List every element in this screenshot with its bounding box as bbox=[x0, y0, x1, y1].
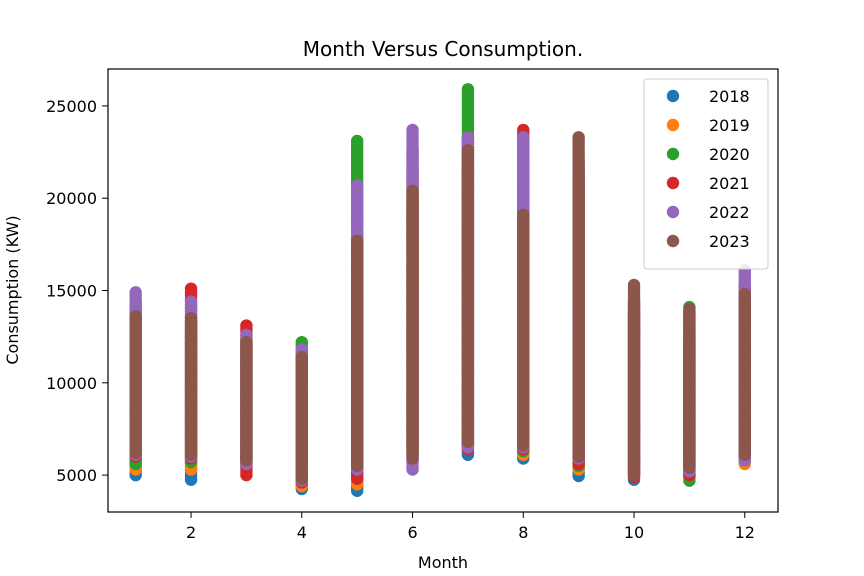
legend-label-2020: 2020 bbox=[709, 145, 750, 164]
y-tick-label: 15000 bbox=[46, 282, 97, 301]
point-2023-m7 bbox=[461, 435, 475, 449]
y-tick-label: 25000 bbox=[46, 97, 97, 116]
y-tick-label: 10000 bbox=[46, 374, 97, 393]
legend: 2018 2019 2020 2021 2022 2023 bbox=[643, 78, 769, 270]
point-2023-m1 bbox=[129, 446, 142, 460]
chart-title: Month Versus Consumption. bbox=[303, 37, 583, 61]
legend-marker-2021 bbox=[666, 176, 680, 190]
legend-label-2022: 2022 bbox=[709, 203, 750, 222]
y-tick-label: 20000 bbox=[46, 189, 97, 208]
x-tick-label: 4 bbox=[297, 523, 307, 542]
legend-label-2019: 2019 bbox=[709, 116, 750, 135]
legend-marker-2018 bbox=[666, 89, 680, 103]
point-2018-m2 bbox=[184, 473, 198, 486]
legend-label-2023: 2023 bbox=[709, 232, 750, 251]
point-2023-m6 bbox=[406, 452, 419, 465]
legend-marker-2019 bbox=[666, 118, 680, 132]
legend-marker-2023 bbox=[666, 234, 680, 248]
legend-marker-2022 bbox=[666, 205, 680, 219]
y-axis-label: Consumption (KW) bbox=[3, 215, 22, 364]
point-2023-m11 bbox=[683, 461, 696, 474]
x-tick-label: 8 bbox=[518, 523, 528, 542]
x-tick-label: 12 bbox=[735, 523, 755, 542]
plot-points bbox=[129, 83, 751, 497]
point-2023-m4 bbox=[295, 472, 308, 485]
x-tick-label: 10 bbox=[624, 523, 644, 542]
point-2023-m5 bbox=[350, 459, 364, 473]
point-2023-m2 bbox=[184, 448, 198, 461]
legend-label-2018: 2018 bbox=[709, 87, 750, 106]
point-2023-m8 bbox=[517, 439, 530, 452]
y-axis-ticks: 5000 10000 15000 20000 25000 bbox=[46, 97, 108, 485]
x-tick-label: 2 bbox=[186, 523, 196, 542]
point-2023-m10 bbox=[627, 468, 641, 482]
y-tick-label: 5000 bbox=[56, 466, 97, 485]
point-2021-m5 bbox=[350, 472, 364, 485]
x-axis-label: Month bbox=[418, 553, 468, 572]
point-2023-m3 bbox=[240, 454, 253, 467]
x-axis-ticks: 2 4 6 8 10 12 bbox=[186, 512, 755, 542]
point-2023-m9 bbox=[572, 450, 585, 463]
legend-label-2021: 2021 bbox=[709, 174, 750, 193]
point-2023-m12 bbox=[738, 448, 751, 461]
point-2021-m3 bbox=[240, 468, 253, 482]
point-2022-m6 bbox=[406, 463, 419, 476]
legend-marker-2020 bbox=[666, 147, 680, 161]
x-tick-label: 6 bbox=[407, 523, 417, 542]
